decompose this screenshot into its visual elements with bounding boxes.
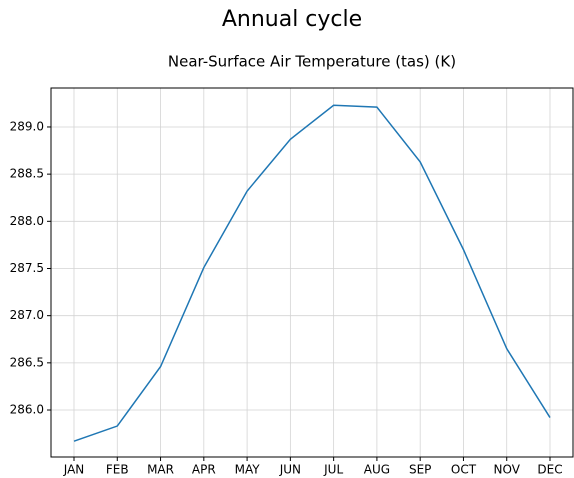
y-tick-label: 289.0 xyxy=(10,119,44,133)
plot-frame xyxy=(50,87,574,458)
x-tick-label: OCT xyxy=(451,463,477,477)
x-tick-label: NOV xyxy=(494,463,521,477)
x-tick-label: FEB xyxy=(106,463,129,477)
y-tick-label: 287.5 xyxy=(10,261,44,275)
x-tick-label: JUL xyxy=(323,463,343,477)
y-tick-label: 287.0 xyxy=(10,308,44,322)
x-tick-label: AUG xyxy=(364,463,390,477)
y-tick-label: 288.5 xyxy=(10,167,44,181)
chart-suptitle: Annual cycle xyxy=(222,7,362,32)
y-tick-label: 286.5 xyxy=(10,355,44,369)
x-tick-label: JAN xyxy=(63,463,85,477)
y-tick-label: 286.0 xyxy=(10,403,44,417)
x-tick-label: JUN xyxy=(279,463,301,477)
x-tick-label: MAY xyxy=(235,463,261,477)
x-tick-label: SEP xyxy=(409,463,431,477)
y-tick-label: 288.0 xyxy=(10,214,44,228)
x-tick-label: DEC xyxy=(537,463,562,477)
x-tick-label: APR xyxy=(192,463,216,477)
x-tick-label: MAR xyxy=(147,463,174,477)
line-series xyxy=(73,104,551,442)
chart-title: Near-Surface Air Temperature (tas) (K) xyxy=(168,53,456,71)
